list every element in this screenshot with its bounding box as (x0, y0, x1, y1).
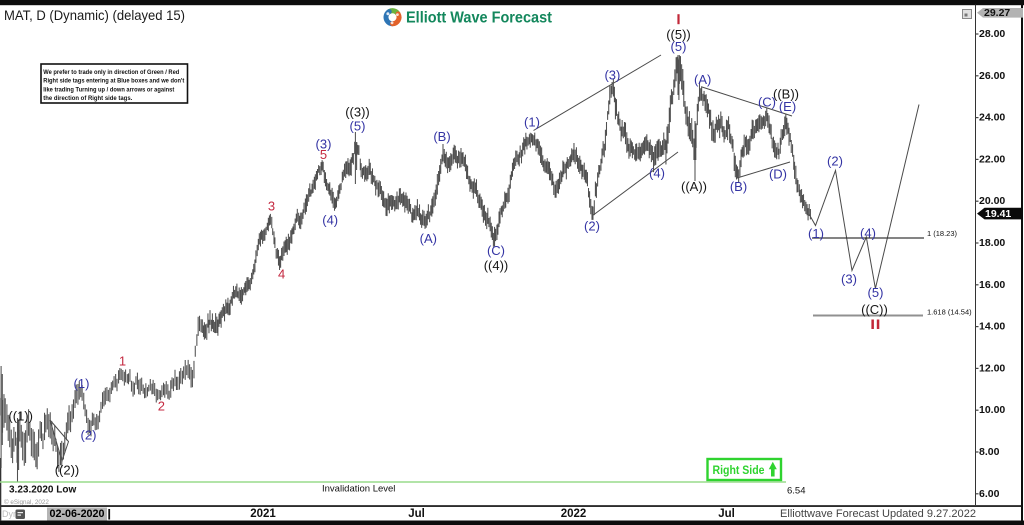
svg-text:14.00: 14.00 (979, 321, 1005, 333)
svg-text:((1)): ((1)) (8, 409, 33, 424)
svg-text:(1): (1) (808, 226, 824, 241)
svg-text:1 (18.23): 1 (18.23) (927, 229, 958, 238)
svg-text:26.00: 26.00 (979, 70, 1005, 82)
svg-text:(5): (5) (350, 119, 366, 134)
svg-text:(C): (C) (487, 243, 505, 258)
svg-text:((5)): ((5)) (666, 27, 691, 42)
svg-text:((2)): ((2)) (55, 463, 80, 478)
svg-text:(C): (C) (758, 95, 776, 110)
svg-text:(5): (5) (868, 285, 884, 300)
svg-text:((C)): ((C)) (861, 302, 888, 317)
svg-text:((4)): ((4)) (484, 258, 509, 273)
svg-text:3.23.2020 Low: 3.23.2020 Low (9, 485, 76, 496)
svg-text:1.618 (14.54): 1.618 (14.54) (927, 308, 972, 317)
svg-text:© eSignal, 2022: © eSignal, 2022 (4, 498, 49, 506)
svg-text:(1): (1) (524, 115, 540, 130)
svg-text:((A)): ((A)) (681, 179, 707, 194)
svg-text:(E): (E) (779, 99, 796, 114)
svg-text:2: 2 (158, 399, 165, 414)
svg-text:the direction of Right side ta: the direction of Right side tags. (43, 95, 132, 102)
svg-text:02-06-2020: 02-06-2020 (50, 508, 105, 520)
svg-text:(2): (2) (81, 428, 97, 443)
svg-text:2021: 2021 (250, 508, 276, 520)
svg-text:(A): (A) (694, 72, 711, 87)
svg-text:(D): (D) (769, 167, 787, 182)
svg-text:24.00: 24.00 (979, 112, 1005, 124)
svg-text:We prefer to trade only in dir: We prefer to trade only in direction of … (43, 69, 179, 76)
svg-text:(3): (3) (604, 68, 620, 83)
svg-text:Elliott Wave Forecast: Elliott Wave Forecast (406, 10, 552, 27)
svg-text:3: 3 (268, 199, 275, 214)
svg-text:(3): (3) (841, 272, 857, 287)
svg-text:(4): (4) (322, 213, 338, 228)
svg-text:(B): (B) (433, 129, 450, 144)
svg-text:6.00: 6.00 (979, 488, 1000, 500)
svg-text:((B)): ((B)) (773, 87, 799, 102)
svg-text:12.00: 12.00 (979, 362, 1005, 374)
svg-text:5: 5 (320, 147, 327, 162)
svg-text:(2): (2) (584, 219, 600, 234)
svg-text:4: 4 (278, 267, 285, 282)
svg-text:Invalidation Level: Invalidation Level (322, 484, 395, 495)
svg-text:20.00: 20.00 (979, 195, 1005, 207)
svg-text:like trading Turning up / down: like trading Turning up / down arrows or… (43, 86, 175, 93)
svg-text:(5): (5) (671, 39, 687, 54)
svg-text:8.00: 8.00 (979, 446, 1000, 458)
svg-text:(2): (2) (827, 154, 843, 169)
svg-text:(4): (4) (860, 226, 876, 241)
svg-text:Dyn: Dyn (2, 509, 18, 519)
svg-text:((3)): ((3)) (345, 105, 370, 120)
svg-text:(A): (A) (420, 231, 437, 246)
svg-text:2022: 2022 (561, 508, 587, 520)
svg-text:22.00: 22.00 (979, 153, 1005, 165)
svg-text:(B): (B) (730, 179, 747, 194)
svg-text:(3): (3) (316, 137, 332, 152)
svg-text:28.00: 28.00 (979, 28, 1005, 40)
svg-text:Jul: Jul (718, 508, 735, 520)
svg-text:MAT, D (Dynamic) (delayed 15): MAT, D (Dynamic) (delayed 15) (4, 7, 185, 23)
svg-text:1: 1 (119, 354, 126, 369)
svg-text:Jul: Jul (408, 508, 425, 520)
svg-text:Right Side: Right Side (713, 463, 765, 477)
svg-text:(4): (4) (649, 166, 665, 181)
svg-text:10.00: 10.00 (979, 404, 1005, 416)
svg-text:19.41: 19.41 (985, 208, 1011, 220)
svg-text:29.27: 29.27 (984, 7, 1010, 19)
svg-text:16.00: 16.00 (979, 279, 1005, 291)
svg-text:6.54: 6.54 (787, 486, 806, 497)
svg-text:18.00: 18.00 (979, 237, 1005, 249)
svg-text:Right side tags entering at Bl: Right side tags entering at Blue boxes a… (43, 78, 185, 85)
svg-text:Elliottwave Forecast Updated 9: Elliottwave Forecast Updated 9.27.2022 (780, 508, 976, 520)
svg-text:(1): (1) (74, 376, 90, 391)
